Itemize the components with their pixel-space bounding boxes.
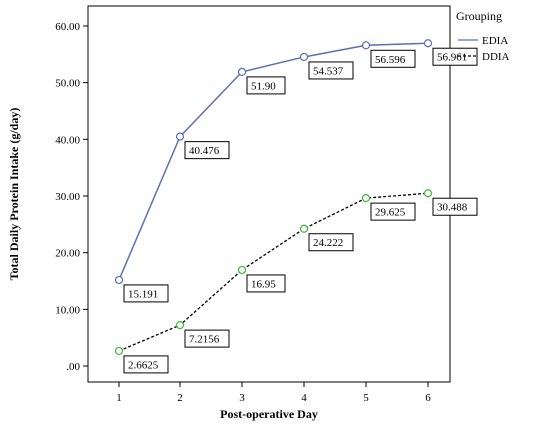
data-labels: 15.191 40.476 51.90 54.537 56.596 56.961 2.662… bbox=[123, 47, 478, 374]
data-label-text: 29.625 bbox=[375, 207, 406, 219]
x-axis-title: Post-operative Day bbox=[220, 407, 318, 421]
data-label: 56.596 bbox=[370, 49, 416, 68]
x-tick-label: 4 bbox=[301, 392, 307, 404]
data-label-text: 24.222 bbox=[313, 237, 343, 249]
y-tick-label: 50.00 bbox=[55, 78, 80, 90]
y-axis-title: Total Daily Protein Intake (g/day) bbox=[7, 108, 21, 281]
legend-title: Grouping bbox=[456, 9, 502, 23]
data-point-ddia bbox=[114, 346, 124, 356]
data-point-edia bbox=[361, 41, 371, 50]
data-label-box bbox=[432, 47, 478, 66]
legend-label-edia: EDIA bbox=[482, 35, 508, 47]
series-line-edia bbox=[118, 42, 429, 281]
data-point-ddia bbox=[361, 194, 371, 203]
data-label-box bbox=[123, 355, 169, 374]
data-point-edia bbox=[237, 67, 247, 77]
data-label: 51.90 bbox=[246, 76, 286, 95]
data-label-text: 51.90 bbox=[251, 80, 276, 92]
data-label-box bbox=[184, 329, 230, 348]
data-label: 29.625 bbox=[370, 202, 416, 221]
x-tick-label: 3 bbox=[239, 392, 245, 404]
series-layer bbox=[114, 39, 433, 356]
data-label-text: 30.488 bbox=[437, 202, 468, 214]
data-label-text: 2.6625 bbox=[128, 359, 159, 371]
data-label: 40.476 bbox=[184, 141, 230, 160]
data-label: 2.6625 bbox=[123, 355, 169, 374]
data-label-box bbox=[370, 49, 416, 68]
data-label: 7.2156 bbox=[184, 329, 230, 348]
y-tick-label: 30.00 bbox=[55, 191, 80, 203]
data-label-box bbox=[432, 197, 478, 216]
data-label: 16.95 bbox=[246, 274, 286, 293]
x-tick-label: 2 bbox=[177, 392, 183, 404]
data-label: 15.191 bbox=[123, 284, 169, 303]
data-label-text: 54.537 bbox=[313, 65, 344, 77]
data-label-text: 7.2156 bbox=[189, 334, 220, 346]
data-label-box bbox=[308, 61, 354, 80]
data-label-box bbox=[246, 76, 286, 95]
data-label-text: 15.191 bbox=[128, 288, 158, 300]
data-label-box bbox=[370, 202, 416, 221]
data-label-text: 56.961 bbox=[437, 52, 467, 64]
data-label: 24.222 bbox=[308, 233, 354, 252]
x-axis: 1 2 3 4 5 6 bbox=[116, 382, 431, 404]
series-line-ddia bbox=[118, 192, 429, 352]
legend: Grouping EDIA DDIA bbox=[456, 9, 510, 63]
data-label-box bbox=[123, 284, 169, 303]
data-point-edia bbox=[114, 275, 124, 285]
data-point-edia bbox=[299, 52, 309, 62]
data-label-text: 40.476 bbox=[189, 145, 220, 157]
data-point-ddia bbox=[299, 224, 309, 233]
plot-area bbox=[87, 5, 451, 383]
y-tick-label: .00 bbox=[66, 361, 80, 373]
y-axis: .00 10.00 20.00 30.00 40.00 50.00 60.00 bbox=[55, 21, 88, 373]
x-tick-label: 6 bbox=[425, 392, 431, 404]
y-tick-label: 10.00 bbox=[55, 304, 80, 316]
x-tick-label: 1 bbox=[116, 392, 122, 404]
data-label: 56.961 bbox=[432, 47, 478, 66]
data-point-ddia bbox=[175, 321, 185, 330]
legend-label-ddia: DDIA bbox=[482, 51, 510, 63]
y-tick-label: 20.00 bbox=[55, 248, 80, 260]
data-point-edia bbox=[175, 132, 185, 141]
data-label-text: 56.596 bbox=[375, 54, 406, 66]
data-label-box bbox=[308, 233, 354, 252]
data-label-text: 16.95 bbox=[251, 278, 276, 290]
data-label-box bbox=[246, 274, 286, 293]
x-tick-label: 5 bbox=[363, 392, 369, 404]
data-label-box bbox=[184, 141, 230, 160]
data-point-ddia bbox=[423, 189, 433, 198]
data-point-edia bbox=[423, 39, 433, 48]
data-point-ddia bbox=[237, 265, 247, 275]
y-tick-label: 40.00 bbox=[55, 134, 80, 146]
data-label: 30.488 bbox=[432, 197, 478, 216]
data-label: 54.537 bbox=[308, 61, 354, 80]
y-tick-label: 60.00 bbox=[55, 21, 80, 33]
